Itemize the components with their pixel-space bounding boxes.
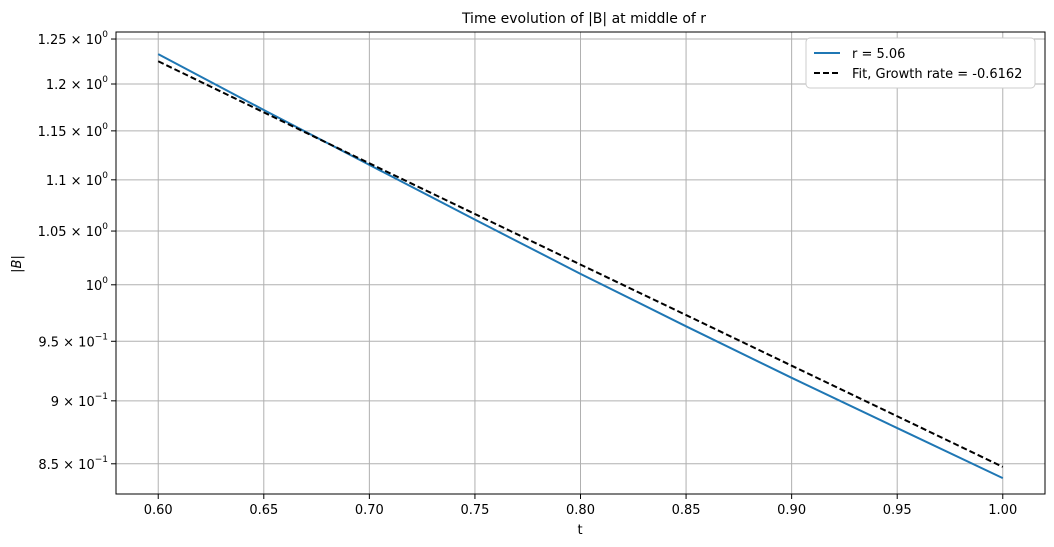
y-tick-label: 1.05 × 100	[38, 222, 109, 240]
series-lines	[157, 53, 1004, 480]
chart-title: Time evolution of |B| at middle of r	[461, 11, 706, 27]
x-tick-label: 0.90	[777, 503, 806, 518]
y-tick-label: 9 × 10−1	[51, 392, 108, 410]
legend-label-r: r = 5.06	[852, 47, 905, 62]
x-tick-label: 0.85	[672, 503, 701, 518]
grid-lines	[116, 32, 1045, 494]
x-tick-label: 0.60	[144, 503, 173, 518]
y-tick-label: 1.1 × 100	[46, 171, 108, 189]
x-tick-label: 0.80	[566, 503, 595, 518]
legend-box	[805, 37, 1036, 89]
x-tick-label: 0.65	[249, 503, 278, 518]
x-tick-label: 0.70	[355, 503, 384, 518]
y-tick-label: 1.15 × 100	[38, 122, 109, 140]
legend-label-fit: Fit, Growth rate = -0.6162	[852, 67, 1022, 82]
x-tick-label: 0.75	[460, 503, 489, 518]
y-tick-label: 1.25 × 100	[38, 30, 109, 48]
x-tick-label: 1.00	[988, 503, 1017, 518]
series-line-fit	[157, 60, 1004, 468]
ticks: 0.60 0.65 0.70 0.75 0.80 0.85 0.90 0.95 1.00 1.25…	[38, 30, 1018, 518]
y-tick-label: 9.5 × 10−1	[38, 332, 108, 350]
y-tick-label: 1.2 × 100	[46, 75, 108, 93]
y-tick-label: 8.5 × 10−1	[38, 455, 108, 473]
legend: r = 5.06 Fit, Growth rate = -0.6162	[805, 37, 1036, 89]
y-axis-label: |B|	[10, 255, 25, 273]
x-axis-label: t	[577, 523, 582, 538]
x-tick-label: 0.95	[883, 503, 912, 518]
y-tick-label: 100	[86, 276, 109, 294]
